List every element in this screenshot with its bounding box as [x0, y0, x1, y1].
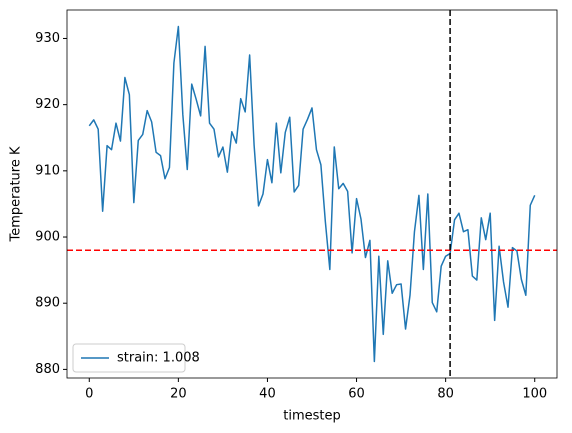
x-tick-label: 80 [437, 387, 454, 402]
y-tick-label: 920 [35, 97, 60, 112]
y-tick-label: 880 [35, 362, 60, 377]
x-tick-label: 0 [85, 387, 93, 402]
data-line [88, 25, 536, 363]
x-axis-label: timestep [283, 409, 341, 424]
y-axis-label: Temperature K [9, 146, 24, 242]
x-tick-label: 20 [170, 387, 187, 402]
x-tick-label: 40 [259, 387, 276, 402]
plot-frame [66, 9, 558, 379]
x-tick-label: 60 [348, 387, 365, 402]
y-tick-label: 900 [35, 230, 60, 245]
y-tick-label: 910 [35, 163, 60, 178]
x-tick-label: 100 [522, 387, 547, 402]
y-tick-label: 890 [35, 296, 60, 311]
y-tick-label: 930 [35, 31, 60, 46]
legend-box [72, 343, 186, 373]
legend-label: strain: 1.008 [117, 351, 200, 366]
